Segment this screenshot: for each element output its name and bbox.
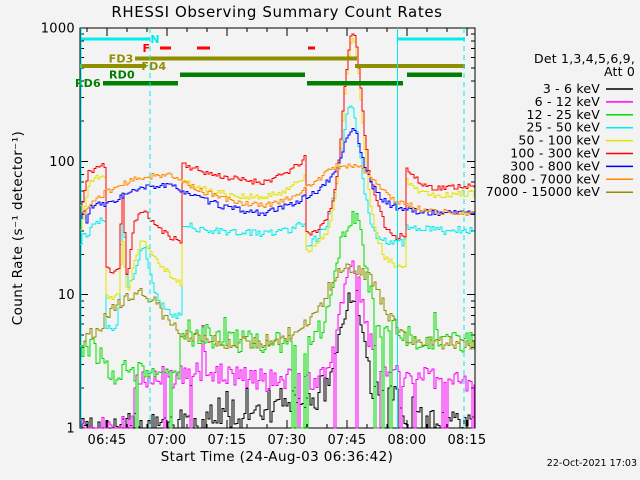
flag-bars: NF FD3 FD4 RD0 RD6	[75, 33, 466, 90]
y-tick-label: 100	[49, 155, 75, 170]
legend-entry-label: 300 - 800 keV	[510, 158, 600, 173]
series-line-50to100keV-band	[80, 38, 475, 300]
event-vlines	[80, 28, 465, 428]
y-tick-label: 1	[66, 422, 75, 437]
legend-entry-label: 3 - 6 keV	[543, 81, 600, 96]
legend-entry-label: 25 - 50 keV	[527, 120, 601, 135]
x-tick-label: 06:45	[88, 433, 127, 448]
y-tick-label: 10	[58, 288, 75, 303]
flag-label-n: N	[150, 33, 159, 46]
series-line-12to25keV-band	[80, 210, 475, 429]
legend-entry-label: 50 - 100 keV	[518, 133, 600, 148]
series-line-6to12keV-band	[80, 260, 475, 429]
flag-label-rd6: RD6	[75, 77, 101, 90]
plot-frame	[79, 27, 476, 429]
chart-title: RHESSI Observing Summary Count Rates	[111, 3, 442, 21]
flag-label-fd4: FD4	[141, 60, 166, 73]
x-tick-label: 08:15	[447, 433, 486, 448]
y-tick-label: 1000	[41, 22, 75, 37]
legend-entry-label: 6 - 12 keV	[535, 94, 601, 109]
series-line-7000to15000keV-band	[80, 263, 475, 350]
series-lines	[80, 33, 475, 429]
flag-label-rd0: RD0	[109, 69, 135, 82]
x-tick-label: 07:30	[268, 433, 307, 448]
legend-attenuator-header: Att 0	[604, 64, 635, 79]
x-tick-label: 08:00	[387, 433, 426, 448]
creation-timestamp: 22-Oct-2021 17:03	[547, 458, 637, 469]
series-line-300to800keV-band	[80, 128, 475, 224]
legend-entry-label: 7000 - 15000 keV	[486, 184, 600, 199]
legend-detectors-header: Det 1,3,4,5,6,9,	[534, 51, 635, 66]
x-tick-label: 07:45	[327, 433, 366, 448]
series-line-3to6keV-band	[80, 289, 475, 429]
legend-entry-label: 800 - 7000 keV	[502, 171, 600, 186]
flag-label-f: F	[143, 42, 151, 55]
series-line-25to50keV-band	[80, 105, 475, 331]
x-tick-label: 07:00	[148, 433, 187, 448]
series-line-100to300keV-band	[80, 33, 475, 275]
x-axis-label: Start Time (24-Aug-03 06:36:42)	[161, 449, 394, 465]
legend-entry-label: 100 - 300 keV	[510, 146, 600, 161]
legend-entry-label: 12 - 25 keV	[527, 107, 601, 122]
x-tick-label: 07:15	[208, 433, 247, 448]
flag-label-fd3: FD3	[109, 53, 134, 66]
y-tick-labels: 1 10 100 1000	[41, 22, 75, 437]
x-tick-labels: 06:45 07:00 07:15 07:30 07:45 08:00 08:15	[88, 433, 487, 448]
y-axis-label: Count Rate (s⁻¹ detector⁻¹)	[10, 131, 26, 325]
series-line-800to7000keV-band	[80, 163, 475, 217]
